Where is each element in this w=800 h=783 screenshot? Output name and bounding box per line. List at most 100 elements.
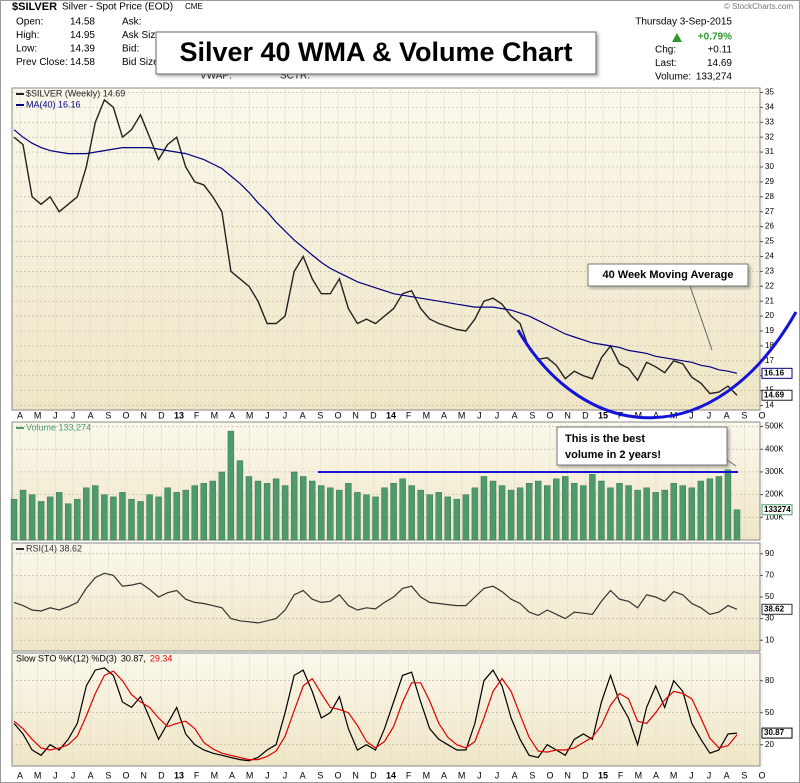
month-label: A: [653, 770, 659, 780]
series-line: [13, 129, 738, 374]
quote-value: 14.58: [70, 57, 95, 68]
volume-bar: [733, 509, 741, 541]
volume-bar: [661, 489, 668, 541]
month-label: O: [122, 410, 129, 420]
volume-bar: [408, 485, 415, 541]
volume-bar: [173, 492, 180, 541]
month-label: J: [495, 410, 500, 420]
volume-bar: [227, 430, 235, 541]
stat-value: +0.11: [707, 45, 732, 56]
field-label: Bid Size:: [122, 57, 161, 68]
volume-bar: [182, 489, 189, 541]
month-label: F: [406, 770, 412, 780]
volume-bar: [553, 478, 560, 541]
y-tick-label: 80: [765, 676, 774, 685]
month-label: J: [71, 770, 76, 780]
quote-label: Open:: [16, 17, 43, 28]
quote-label: High:: [16, 30, 39, 41]
volume-bar: [598, 480, 605, 541]
ma-note-box: [587, 263, 749, 287]
volume-bar: [101, 494, 108, 541]
month-label: 14: [386, 410, 396, 420]
value-tag-label: 133274: [764, 505, 791, 514]
y-tick-label: 33: [765, 117, 774, 126]
month-label: M: [211, 770, 219, 780]
volume-bar: [444, 496, 451, 541]
symbol: $SILVER: [12, 1, 57, 13]
volume-bar: [625, 485, 632, 541]
vol-note-line: volume in 2 years!: [565, 449, 661, 461]
series-line: [13, 98, 738, 396]
y-tick-label: 27: [765, 207, 774, 216]
volume-bar: [290, 471, 298, 541]
volume-bar: [390, 483, 397, 541]
volume-bar: [652, 492, 659, 541]
month-label: J: [477, 410, 482, 420]
y-tick-label: 400K: [765, 444, 784, 453]
month-label: O: [758, 410, 765, 420]
y-tick-label: 10: [765, 635, 774, 644]
volume-bar: [164, 487, 171, 541]
volume-bar: [462, 494, 470, 541]
month-label: 15: [598, 410, 608, 420]
volume-bar: [19, 489, 27, 541]
month-label: J: [53, 410, 58, 420]
month-label: M: [635, 410, 643, 420]
month-label: J: [707, 410, 712, 420]
y-tick-label: 14: [765, 401, 774, 410]
y-tick-label: 500K: [765, 422, 784, 431]
month-label: N: [352, 410, 359, 420]
month-label: S: [105, 410, 111, 420]
y-tick-label: 20: [765, 740, 774, 749]
month-label: F: [406, 410, 412, 420]
month-label: A: [229, 410, 235, 420]
month-label: A: [724, 770, 730, 780]
quote-label: Prev Close:: [16, 57, 68, 68]
value-tag: [761, 389, 793, 401]
exchange: CME: [185, 2, 203, 11]
month-label: O: [758, 770, 765, 780]
y-tick-label: 22: [765, 281, 774, 290]
volume-bar: [426, 494, 433, 541]
month-label: O: [122, 770, 129, 780]
vol-note-line: This is the best: [565, 433, 645, 445]
month-label: F: [194, 770, 200, 780]
y-tick-label: 32: [765, 132, 774, 141]
month-label: O: [334, 410, 341, 420]
volume-bar: [74, 498, 81, 541]
month-label: 15: [598, 770, 608, 780]
month-label: A: [653, 410, 659, 420]
quote-value: 14.39: [70, 44, 95, 55]
volume-bar: [471, 487, 479, 541]
ma-note: 40 Week Moving Average: [602, 269, 733, 281]
field-label: Bid:: [122, 44, 139, 55]
volume-bar: [354, 492, 361, 541]
volume-bar: [137, 501, 144, 541]
field-label: SCTR:: [280, 71, 310, 82]
stat-label: Chg:: [655, 45, 676, 56]
month-label: M: [423, 410, 431, 420]
month-label: M: [423, 770, 431, 780]
volume-bar: [46, 496, 54, 541]
y-tick-label: 24: [765, 252, 774, 261]
month-label: A: [300, 410, 306, 420]
month-label: S: [741, 770, 747, 780]
quote-value: 14.95: [70, 30, 95, 41]
volume-bar: [381, 487, 388, 541]
volume-bar: [191, 485, 198, 541]
month-label: S: [529, 770, 535, 780]
volume-bar: [589, 473, 596, 541]
volume-bar: [55, 492, 63, 541]
month-label: A: [724, 410, 730, 420]
month-label: M: [458, 410, 466, 420]
month-label: S: [317, 770, 323, 780]
volume-bar: [534, 480, 542, 541]
month-label: O: [546, 410, 553, 420]
series-line: [13, 667, 738, 762]
field-label: Ask:: [122, 17, 141, 28]
month-label: M: [211, 410, 219, 420]
y-tick-label: 31: [765, 147, 774, 156]
copyright: © StockCharts.com: [724, 2, 793, 11]
month-label: 14: [386, 770, 396, 780]
